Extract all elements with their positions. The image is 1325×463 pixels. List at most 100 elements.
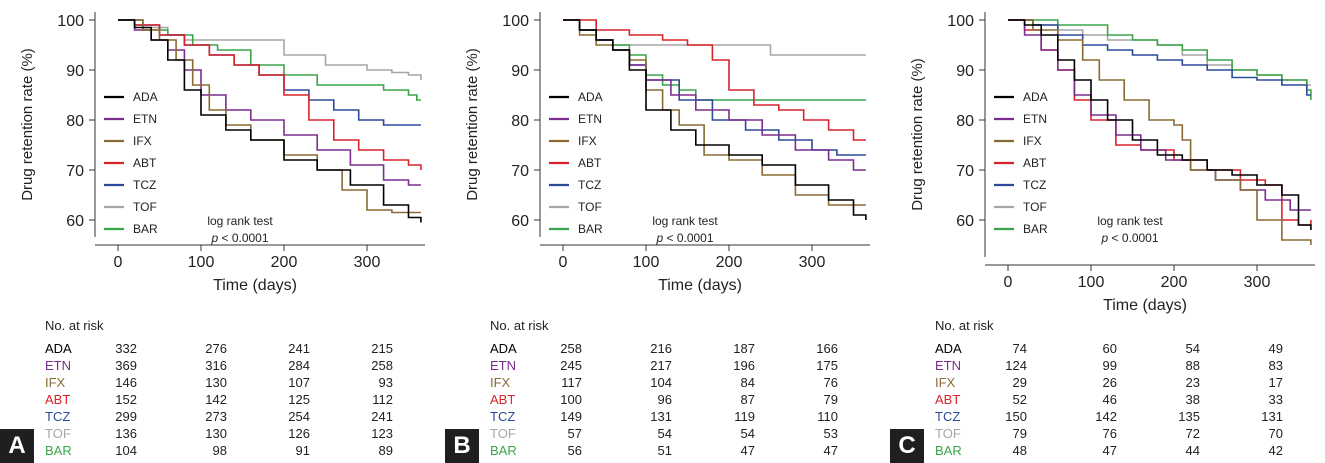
at-risk-count: 42 bbox=[1268, 443, 1283, 458]
at-risk-row-etn: ETN 369 316 284 258 bbox=[45, 358, 405, 374]
at-risk-label: TCZ bbox=[935, 409, 961, 424]
at-risk-label: TOF bbox=[490, 426, 516, 441]
at-risk-count: 136 bbox=[115, 426, 137, 441]
legend: ADA ETN IFX ABT TCZ TOF BAR bbox=[549, 90, 603, 236]
at-risk-count: 107 bbox=[288, 375, 310, 390]
at-risk-label: ABT bbox=[490, 392, 516, 407]
at-risk-count: 241 bbox=[371, 409, 393, 424]
at-risk-count: 99 bbox=[1102, 358, 1117, 373]
at-risk-count: 215 bbox=[371, 341, 393, 356]
at-risk-count: 299 bbox=[115, 409, 137, 424]
at-risk-label: BAR bbox=[490, 443, 517, 458]
series-line-ada bbox=[1008, 19, 1312, 230]
at-risk-label: ABT bbox=[45, 392, 71, 407]
at-risk-label: ETN bbox=[935, 358, 961, 373]
series-line-tof bbox=[563, 19, 866, 56]
series-line-ada bbox=[118, 19, 422, 223]
at-risk-count: 196 bbox=[733, 358, 755, 373]
at-risk-row-tof: TOF 79 76 72 70 bbox=[935, 426, 1295, 442]
legend-label-ifx: IFX bbox=[133, 134, 152, 148]
at-risk-count: 258 bbox=[560, 341, 582, 356]
at-risk-count: 84 bbox=[740, 375, 755, 390]
series-line-abt bbox=[563, 19, 866, 141]
at-risk-row-tcz: TCZ 150 142 135 131 bbox=[935, 409, 1295, 425]
at-risk-count: 142 bbox=[205, 392, 227, 407]
legend-label-etn: ETN bbox=[133, 112, 157, 126]
at-risk-row-abt: ABT 52 46 38 33 bbox=[935, 392, 1295, 408]
x-tick-label: 300 bbox=[1244, 274, 1271, 291]
series-line-abt bbox=[118, 19, 422, 170]
at-risk-label: IFX bbox=[45, 375, 66, 390]
at-risk-row-ada: ADA 258 216 187 166 bbox=[490, 341, 850, 357]
series-line-tof bbox=[118, 19, 422, 80]
y-tick-label: 70 bbox=[66, 163, 84, 180]
x-tick-label: 0 bbox=[1004, 274, 1013, 291]
legend-label-bar: BAR bbox=[133, 222, 158, 236]
at-risk-label: IFX bbox=[490, 375, 511, 390]
at-risk-row-ada: ADA 74 60 54 49 bbox=[935, 341, 1295, 357]
at-risk-count: 56 bbox=[567, 443, 582, 458]
legend-label-abt: ABT bbox=[133, 156, 157, 170]
at-risk-count: 187 bbox=[733, 341, 755, 356]
at-risk-count: 123 bbox=[371, 426, 393, 441]
legend-label-ada: ADA bbox=[1023, 90, 1048, 104]
at-risk-count: 100 bbox=[560, 392, 582, 407]
at-risk-count: 152 bbox=[115, 392, 137, 407]
legend-label-ifx: IFX bbox=[578, 134, 597, 148]
x-tick-label: 0 bbox=[114, 254, 123, 271]
series-line-ifx bbox=[1008, 19, 1312, 245]
at-risk-title: No. at risk bbox=[490, 318, 549, 333]
series-line-bar bbox=[118, 19, 421, 101]
series-line-ifx bbox=[118, 19, 421, 214]
at-risk-count: 47 bbox=[1102, 443, 1117, 458]
at-risk-count: 142 bbox=[1095, 409, 1117, 424]
at-risk-row-tcz: TCZ 149 131 119 110 bbox=[490, 409, 850, 425]
at-risk-row-ifx: IFX 29 26 23 17 bbox=[935, 375, 1295, 391]
panel-label-badge: A bbox=[0, 429, 34, 463]
at-risk-label: ADA bbox=[45, 341, 72, 356]
at-risk-count: 54 bbox=[1185, 341, 1200, 356]
at-risk-count: 135 bbox=[1178, 409, 1200, 424]
y-tick-label: 80 bbox=[511, 113, 529, 130]
y-axis-label: Drug retention rate (%) bbox=[19, 48, 36, 201]
at-risk-count: 83 bbox=[1268, 358, 1283, 373]
y-tick-label: 60 bbox=[511, 213, 529, 230]
x-axis-label: Time (days) bbox=[658, 277, 742, 294]
y-axis-label: Drug retention rate (%) bbox=[464, 48, 481, 201]
p-value-label: p < 0.0001 bbox=[1100, 231, 1158, 245]
legend: ADA ETN IFX ABT TCZ TOF BAR bbox=[104, 90, 158, 236]
at-risk-row-bar: BAR 104 98 91 89 bbox=[45, 443, 405, 459]
series-lines bbox=[563, 19, 867, 220]
at-risk-count: 241 bbox=[288, 341, 310, 356]
y-tick-label: 90 bbox=[511, 63, 529, 80]
x-tick-label: 300 bbox=[354, 254, 381, 271]
at-risk-count: 104 bbox=[650, 375, 672, 390]
at-risk-count: 33 bbox=[1268, 392, 1283, 407]
at-risk-count: 76 bbox=[1102, 426, 1117, 441]
at-risk-count: 276 bbox=[205, 341, 227, 356]
at-risk-label: IFX bbox=[935, 375, 956, 390]
at-risk-count: 79 bbox=[823, 392, 838, 407]
at-risk-row-ifx: IFX 117 104 84 76 bbox=[490, 375, 850, 391]
at-risk-title: No. at risk bbox=[45, 318, 104, 333]
at-risk-count: 150 bbox=[1005, 409, 1027, 424]
at-risk-label: ADA bbox=[490, 341, 517, 356]
series-lines bbox=[118, 19, 422, 223]
at-risk-count: 146 bbox=[115, 375, 137, 390]
legend-label-tcz: TCZ bbox=[133, 178, 156, 192]
at-risk-count: 369 bbox=[115, 358, 137, 373]
x-tick-label: 100 bbox=[1078, 274, 1105, 291]
at-risk-count: 130 bbox=[205, 375, 227, 390]
at-risk-count: 175 bbox=[816, 358, 838, 373]
at-risk-count: 110 bbox=[817, 409, 838, 424]
legend-label-tof: TOF bbox=[578, 200, 602, 214]
at-risk-count: 124 bbox=[1005, 358, 1027, 373]
panel-label-badge: C bbox=[890, 429, 924, 463]
series-lines bbox=[1008, 19, 1312, 245]
at-risk-label: ETN bbox=[45, 358, 71, 373]
km-plot: 60 70 80 90 100 0 100 200 300 Time (days) Drug ret… bbox=[464, 12, 870, 294]
at-risk-count: 49 bbox=[1268, 341, 1283, 356]
at-risk-count: 70 bbox=[1268, 426, 1283, 441]
at-risk-count: 76 bbox=[823, 375, 838, 390]
at-risk-row-tof: TOF 57 54 54 53 bbox=[490, 426, 850, 442]
